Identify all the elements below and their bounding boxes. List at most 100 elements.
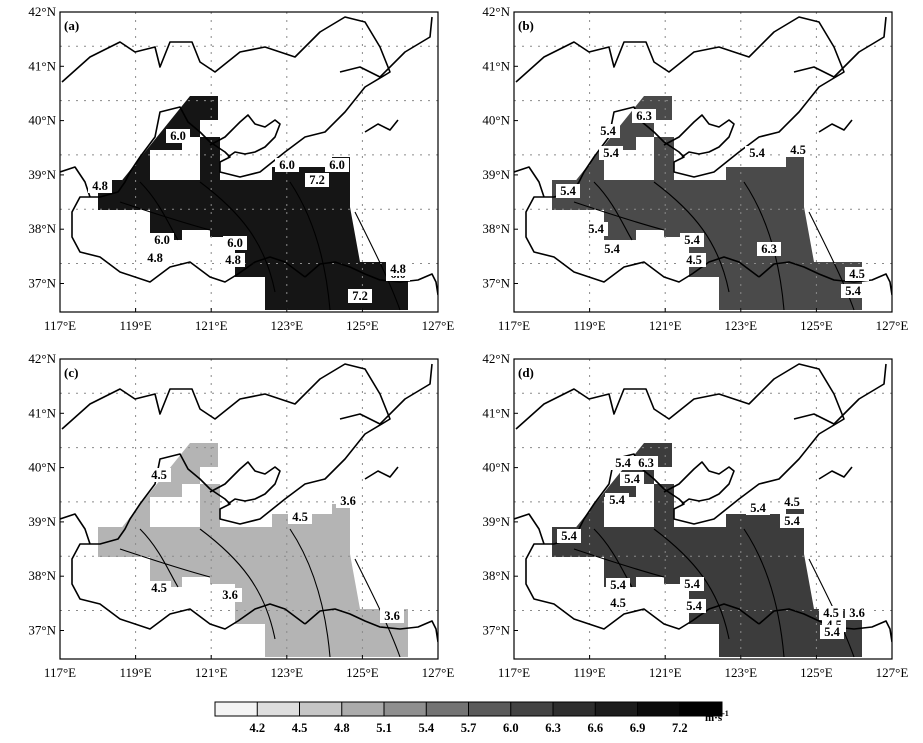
contour-label: 3.6 <box>845 606 869 620</box>
contour-label: 5.4 <box>820 625 844 639</box>
contour-label: 5.4 <box>556 184 580 198</box>
contour-label: 4.8 <box>143 251 167 265</box>
colorbar-label: 4.5 <box>292 721 308 735</box>
contour-label-text: 5.4 <box>588 222 604 236</box>
contour-label: 6.0 <box>325 158 349 172</box>
lat-tick-label: 40°N <box>482 113 510 128</box>
contour-label-bg <box>841 284 865 298</box>
contour-label-bg <box>757 242 781 256</box>
contour-label-text: 4.5 <box>151 468 167 482</box>
contour-line <box>199 528 276 640</box>
wind-speed-field <box>98 443 408 657</box>
contour-label: 6.0 <box>275 158 299 172</box>
lon-tick-label: 119°E <box>120 318 152 333</box>
contour-label: 4.8 <box>88 179 112 193</box>
contour-label-bg <box>288 510 312 524</box>
contour-label-text: 4.5 <box>790 143 806 157</box>
contour-label: 6.3 <box>634 456 658 470</box>
lat-tick-label: 40°N <box>28 113 56 128</box>
contour-label: 6.0 <box>150 233 174 247</box>
contour-label-bg <box>620 472 644 486</box>
contour-label: 5.4 <box>680 577 704 591</box>
colorbar-swatch <box>553 702 596 716</box>
contour-label-bg <box>556 184 580 198</box>
lon-tick-label: 127°E <box>422 318 455 333</box>
contour-label-text: 5.4 <box>561 529 577 543</box>
contour-label-text: 6.0 <box>170 129 186 143</box>
lon-tick-label: 125°E <box>346 318 379 333</box>
panel-label: (d) <box>518 365 534 380</box>
contour-label-text: 4.8 <box>390 262 406 276</box>
lat-tick-label: 37°N <box>28 276 56 291</box>
contour-label-text: 5.4 <box>615 456 631 470</box>
contour-label: 5.4 <box>620 472 644 486</box>
contour-label-bg <box>682 599 706 613</box>
contour-label-text: 5.4 <box>610 578 626 592</box>
lat-tick-label: 37°N <box>482 623 510 638</box>
contour-label: 5.4 <box>596 124 620 138</box>
lat-tick-label: 40°N <box>482 460 510 475</box>
panel-border <box>59 11 439 313</box>
contour-label-text: 6.3 <box>636 109 652 123</box>
contour-label-text: 6.0 <box>227 236 243 250</box>
lon-tick-label: 117°E <box>498 665 530 680</box>
colorbar: 4.2 4.5 4.8 5.1 5.4 5.7 6.0 6.3 6.6 6.9 7.2 m·s-1 <box>214 701 729 735</box>
lat-tick-label: 39°N <box>28 514 56 529</box>
contour-label-bg <box>611 456 635 470</box>
lon-tick-label: 117°E <box>498 318 530 333</box>
contour-line <box>573 548 665 578</box>
contour-label-bg <box>275 158 299 172</box>
contour-label-text: 5.4 <box>684 233 700 247</box>
contour-label-text: 4.5 <box>784 495 800 509</box>
contour-label-bg <box>606 596 630 610</box>
contour-label-text: 5.4 <box>749 146 765 160</box>
contour-label-bg <box>147 468 171 482</box>
colorbar-swatch <box>595 702 638 716</box>
contour-label-bg <box>600 242 624 256</box>
contour-label-text: 4.5 <box>610 596 626 610</box>
contour-label-text: 5.4 <box>624 472 640 486</box>
colorbar-label: 4.2 <box>249 721 265 735</box>
contour-label-text: 3.6 <box>340 494 356 508</box>
contour-line <box>119 548 211 578</box>
colorbar-unit: m·s-1 <box>705 709 729 724</box>
contour-line <box>653 528 730 640</box>
contour-line <box>139 528 179 588</box>
colorbar-label: 6.9 <box>630 721 646 735</box>
colorbar-label: 4.8 <box>334 721 350 735</box>
lon-tick-label: 123°E <box>270 318 303 333</box>
wind-speed-field <box>552 96 862 310</box>
lat-tick-label: 41°N <box>482 58 510 73</box>
contour-label-bg <box>221 253 245 267</box>
lat-tick-label: 40°N <box>28 460 56 475</box>
contour-label-text: 6.0 <box>279 158 295 172</box>
contour-line <box>808 211 855 311</box>
panel-a: 6.04.86.04.86.04.86.07.26.06.04.87.2(a)4… <box>28 4 454 333</box>
contour-label-text: 4.5 <box>292 510 308 524</box>
lat-tick-label: 41°N <box>28 58 56 73</box>
contour-label: 7.2 <box>348 289 372 303</box>
panel-border <box>59 358 439 660</box>
contour-label: 4.5 <box>682 253 706 267</box>
contour-label-bg <box>680 233 704 247</box>
contour-label-bg <box>786 143 810 157</box>
contour-label-text: 6.0 <box>329 158 345 172</box>
contour-label-bg <box>380 609 404 623</box>
contour-label: 4.5 <box>147 581 171 595</box>
contour-label-text: 6.3 <box>638 456 654 470</box>
contour-label: 4.5 <box>845 267 869 281</box>
lat-tick-label: 37°N <box>482 276 510 291</box>
contour-label-text: 4.8 <box>147 251 163 265</box>
contour-label-text: 5.4 <box>784 514 800 528</box>
wind-speed-field <box>98 96 408 310</box>
contour-label: 5.4 <box>780 514 804 528</box>
contour-label-bg <box>596 124 620 138</box>
contour-line <box>139 181 179 241</box>
colorbar-swatch <box>637 702 681 716</box>
contour-label-bg <box>745 146 769 160</box>
lat-tick-label: 38°N <box>482 568 510 583</box>
contour-label-text: 3.6 <box>384 609 400 623</box>
panel-d: 5.4 6.3 5.4 5.4 5.4 5.4 4.5 5.4 5.4 5.4 4.5 5.4 4.5 4… <box>482 351 908 680</box>
contour-label-text: 5.4 <box>609 493 625 507</box>
